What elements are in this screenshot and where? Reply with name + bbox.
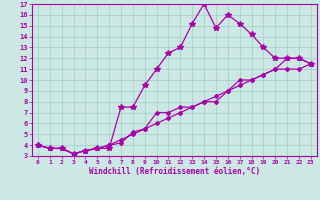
X-axis label: Windchill (Refroidissement éolien,°C): Windchill (Refroidissement éolien,°C) bbox=[89, 167, 260, 176]
